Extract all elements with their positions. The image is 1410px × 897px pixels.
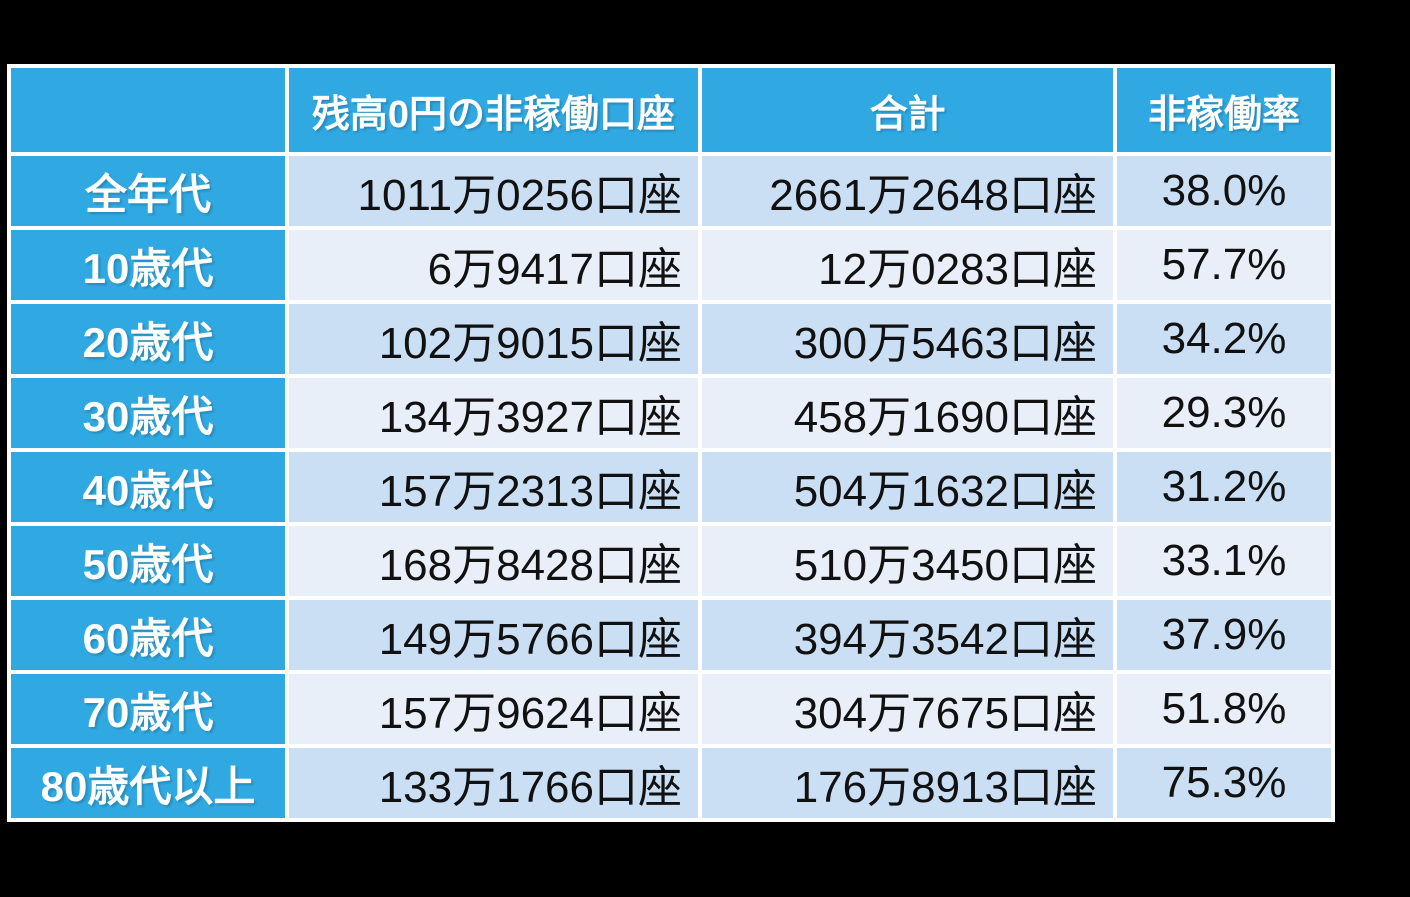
- total-accounts-cell: 300万5463口座: [698, 300, 1117, 378]
- row-label: 70歳代: [7, 670, 289, 748]
- inactive-accounts-cell: 6万9417口座: [285, 226, 702, 304]
- row-label: 全年代: [7, 152, 289, 230]
- table-row-10s: 10歳代 6万9417口座 12万0283口座 57.7%: [7, 226, 1335, 304]
- inactive-accounts-cell: 157万2313口座: [285, 448, 702, 526]
- total-accounts-cell: 176万8913口座: [698, 744, 1117, 822]
- header-total: 合計: [698, 64, 1117, 156]
- total-accounts-cell: 504万1632口座: [698, 448, 1117, 526]
- inactive-rate-cell: 75.3%: [1113, 744, 1335, 822]
- inactive-accounts-cell: 149万5766口座: [285, 596, 702, 674]
- table-row-50s: 50歳代 168万8428口座 510万3450口座 33.1%: [7, 522, 1335, 600]
- inactive-accounts-cell: 168万8428口座: [285, 522, 702, 600]
- header-row: 残高0円の非稼働口座 合計 非稼働率: [7, 64, 1335, 156]
- header-inactive-rate: 非稼働率: [1113, 64, 1335, 156]
- header-blank-cell: [7, 64, 289, 156]
- inactive-rate-cell: 34.2%: [1113, 300, 1335, 378]
- inactive-rate-cell: 33.1%: [1113, 522, 1335, 600]
- table-row-40s: 40歳代 157万2313口座 504万1632口座 31.2%: [7, 448, 1335, 526]
- total-accounts-cell: 510万3450口座: [698, 522, 1117, 600]
- total-accounts-cell: 304万7675口座: [698, 670, 1117, 748]
- row-label: 40歳代: [7, 448, 289, 526]
- total-accounts-cell: 394万3542口座: [698, 596, 1117, 674]
- row-label: 30歳代: [7, 374, 289, 452]
- row-label: 20歳代: [7, 300, 289, 378]
- row-label: 50歳代: [7, 522, 289, 600]
- table-row-60s: 60歳代 149万5766口座 394万3542口座 37.9%: [7, 596, 1335, 674]
- inactive-rate-cell: 37.9%: [1113, 596, 1335, 674]
- table-row-all-ages: 全年代 1011万0256口座 2661万2648口座 38.0%: [7, 152, 1335, 230]
- table-row-20s: 20歳代 102万9015口座 300万5463口座 34.2%: [7, 300, 1335, 378]
- inactive-accounts-cell: 133万1766口座: [285, 744, 702, 822]
- row-label: 10歳代: [7, 226, 289, 304]
- inactive-accounts-cell: 134万3927口座: [285, 374, 702, 452]
- table-row-80s-plus: 80歳代以上 133万1766口座 176万8913口座 75.3%: [7, 744, 1335, 822]
- inactive-accounts-cell: 157万9624口座: [285, 670, 702, 748]
- table-row-30s: 30歳代 134万3927口座 458万1690口座 29.3%: [7, 374, 1335, 452]
- total-accounts-cell: 458万1690口座: [698, 374, 1117, 452]
- inactive-accounts-cell: 102万9015口座: [285, 300, 702, 378]
- header-inactive-accounts: 残高0円の非稼働口座: [285, 64, 702, 156]
- inactive-accounts-cell: 1011万0256口座: [285, 152, 702, 230]
- inactive-rate-cell: 31.2%: [1113, 448, 1335, 526]
- inactive-rate-cell: 51.8%: [1113, 670, 1335, 748]
- inactive-rate-cell: 57.7%: [1113, 226, 1335, 304]
- row-label: 80歳代以上: [7, 744, 289, 822]
- inactive-rate-cell: 38.0%: [1113, 152, 1335, 230]
- total-accounts-cell: 2661万2648口座: [698, 152, 1117, 230]
- total-accounts-cell: 12万0283口座: [698, 226, 1117, 304]
- inactive-rate-cell: 29.3%: [1113, 374, 1335, 452]
- table-row-70s: 70歳代 157万9624口座 304万7675口座 51.8%: [7, 670, 1335, 748]
- inactive-accounts-table: 残高0円の非稼働口座 合計 非稼働率 全年代 1011万0256口座 2661万…: [7, 64, 1335, 822]
- row-label: 60歳代: [7, 596, 289, 674]
